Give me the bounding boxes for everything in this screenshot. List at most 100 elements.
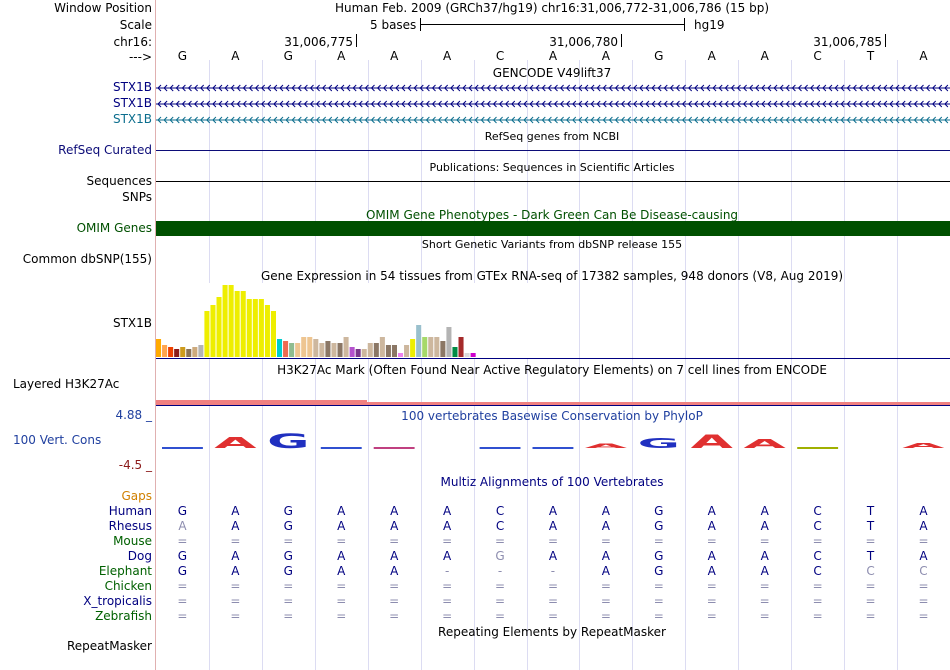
species-label[interactable]: X_tropicalis bbox=[83, 594, 152, 608]
omim-title: OMIM Gene Phenotypes - Dark Green Can Be… bbox=[365, 208, 739, 222]
dbsnp-label[interactable]: Common dbSNP(155) bbox=[22, 252, 152, 266]
aligned-base: = bbox=[442, 534, 453, 548]
aligned-base: = bbox=[283, 534, 294, 548]
gtex-label[interactable]: STX1B bbox=[112, 316, 152, 330]
aligned-base: = bbox=[495, 594, 506, 608]
aligned-base: A bbox=[390, 549, 399, 563]
refseq-line[interactable] bbox=[156, 150, 950, 151]
aligned-base: A bbox=[337, 504, 346, 518]
species-label[interactable]: Dog bbox=[127, 549, 152, 563]
gridline bbox=[844, 60, 845, 670]
aligned-base: = bbox=[600, 609, 611, 623]
aligned-base: G bbox=[177, 549, 188, 563]
aligned-base: = bbox=[389, 609, 400, 623]
phylop-logo-letter: A bbox=[744, 436, 787, 451]
aligned-base: = bbox=[653, 579, 664, 593]
gtex-tissue-bar bbox=[156, 339, 162, 357]
snps-label[interactable]: SNPs bbox=[122, 190, 152, 204]
gtex-tissue-bar bbox=[222, 285, 228, 357]
omim-label[interactable]: OMIM Genes bbox=[76, 221, 152, 235]
aligned-base: A bbox=[601, 549, 610, 563]
gridline bbox=[527, 60, 528, 670]
species-label[interactable]: Rhesus bbox=[108, 519, 152, 533]
reference-base: T bbox=[866, 49, 875, 63]
gtex-bar-chart[interactable] bbox=[156, 283, 950, 359]
aligned-base: A bbox=[337, 519, 346, 533]
repeatmasker-title: Repeating Elements by RepeatMasker bbox=[438, 625, 666, 639]
species-label[interactable]: Mouse bbox=[113, 534, 152, 548]
species-label[interactable]: Human bbox=[108, 504, 152, 518]
phylop-label[interactable]: 100 Vert. Cons bbox=[13, 433, 102, 447]
gtex-tissue-bar bbox=[174, 349, 180, 357]
aligned-base: G bbox=[283, 504, 293, 518]
phylop-logo-letter: A bbox=[902, 442, 950, 450]
aligned-base: A bbox=[443, 549, 452, 563]
gtex-title: Gene Expression in 54 tissues from GTEx … bbox=[260, 269, 844, 283]
aligned-base: A bbox=[707, 549, 716, 563]
gtex-tissue-bar bbox=[277, 339, 283, 357]
h3k27ac-signal-left[interactable] bbox=[156, 400, 367, 405]
gtex-tissue-bar bbox=[361, 349, 367, 357]
gtex-tissue-bar bbox=[379, 337, 385, 357]
gencode-label-1[interactable]: STX1B bbox=[112, 80, 152, 94]
aligned-base: A bbox=[231, 504, 240, 518]
aligned-base: C bbox=[866, 564, 875, 578]
aligned-base: A bbox=[548, 549, 558, 563]
omim-bar[interactable] bbox=[156, 221, 950, 236]
aligned-base: = bbox=[812, 534, 823, 548]
reference-base: A bbox=[760, 49, 769, 63]
gtex-baseline bbox=[156, 358, 950, 359]
gencode-label-3[interactable]: STX1B bbox=[112, 112, 152, 126]
gtex-tissue-bar bbox=[404, 345, 410, 357]
reference-base: A bbox=[390, 49, 399, 63]
aligned-base: T bbox=[866, 504, 875, 518]
aligned-base: = bbox=[389, 594, 400, 608]
phylop-max-label: 4.88 _ bbox=[115, 408, 152, 422]
refseq-label[interactable]: RefSeq Curated bbox=[58, 143, 152, 157]
species-label[interactable]: Zebrafish bbox=[95, 609, 152, 623]
aligned-base: = bbox=[759, 579, 770, 593]
aligned-base: = bbox=[495, 534, 506, 548]
coordinate-tick-label: 31,006,775 bbox=[284, 35, 353, 49]
strand-label: ---> bbox=[128, 50, 152, 64]
gtex-tissue-bar bbox=[198, 345, 204, 357]
gtex-tissue-bar bbox=[452, 347, 458, 357]
publications-line[interactable] bbox=[156, 181, 950, 182]
multiz-gaps-label[interactable]: Gaps bbox=[121, 489, 152, 503]
aligned-base: G bbox=[177, 504, 188, 518]
phylop-logo-letter: A bbox=[691, 432, 735, 453]
gridline bbox=[632, 60, 633, 670]
aligned-base: A bbox=[919, 504, 928, 518]
gtex-tissue-bar bbox=[301, 337, 307, 357]
aligned-base: C bbox=[495, 519, 505, 533]
aligned-base: = bbox=[918, 594, 929, 608]
aligned-base: G bbox=[495, 549, 505, 563]
aligned-base: = bbox=[865, 609, 876, 623]
phylop-logo-letter: G bbox=[638, 437, 680, 452]
h3k27ac-signal-right[interactable] bbox=[367, 402, 950, 405]
gencode-label-2[interactable]: STX1B bbox=[112, 96, 152, 110]
species-label[interactable]: Elephant bbox=[98, 564, 152, 578]
aligned-base: C bbox=[813, 549, 822, 563]
gtex-tissue-bar bbox=[464, 353, 470, 357]
aligned-base: C bbox=[919, 564, 928, 578]
aligned-base: A bbox=[231, 549, 240, 563]
gtex-tissue-bar bbox=[391, 345, 397, 357]
assembly-text: hg19 bbox=[694, 18, 725, 32]
aligned-base: A bbox=[601, 519, 610, 533]
aligned-base: G bbox=[283, 564, 293, 578]
publications-label[interactable]: Sequences bbox=[86, 174, 152, 188]
gtex-tissue-bar bbox=[210, 305, 216, 357]
aligned-base: G bbox=[283, 549, 293, 563]
track-data-area[interactable]: Human Feb. 2009 (GRCh37/hg19) chr16:31,0… bbox=[156, 0, 950, 670]
gridline bbox=[421, 60, 422, 670]
gtex-tissue-bar bbox=[398, 353, 404, 357]
aligned-base: = bbox=[759, 594, 770, 608]
h3k27ac-label[interactable]: Layered H3K27Ac bbox=[13, 377, 120, 391]
repeatmasker-label[interactable]: RepeatMasker bbox=[66, 639, 152, 653]
species-label[interactable]: Chicken bbox=[104, 579, 152, 593]
gencode-transcripts[interactable] bbox=[156, 80, 950, 128]
aligned-base: A bbox=[390, 564, 399, 578]
